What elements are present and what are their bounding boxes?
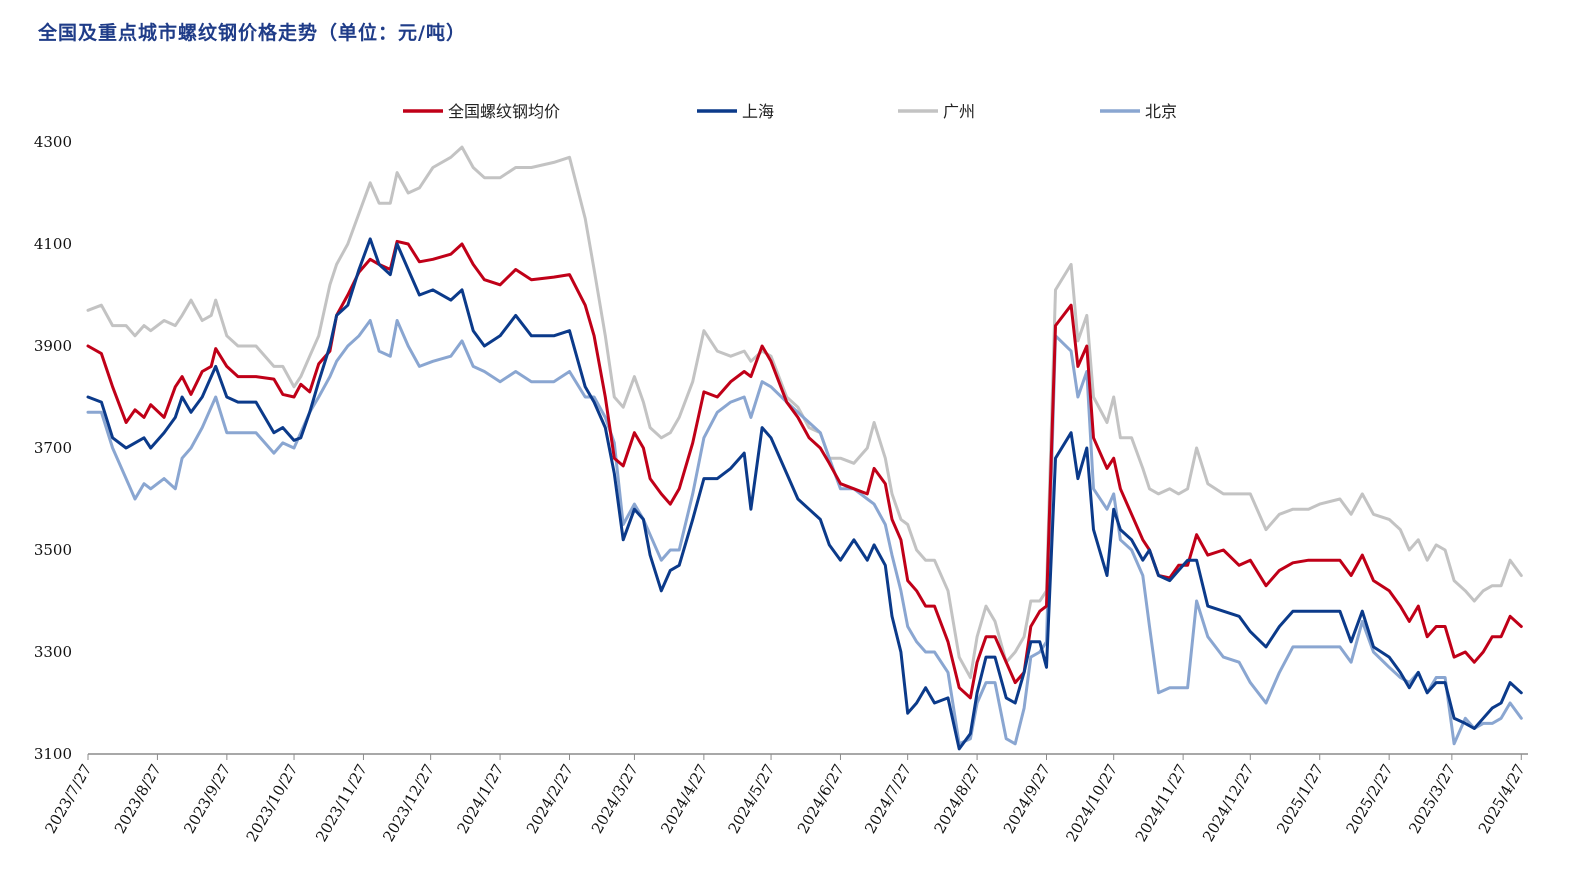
x-axis: 2023/7/27 2023/8/27 2023/9/27 2023/10/27 202… bbox=[41, 753, 1529, 845]
legend-label: 北京 bbox=[1145, 102, 1177, 121]
legend-label: 上海 bbox=[742, 102, 774, 121]
x-tick-label: 2024/11/27 bbox=[1132, 761, 1191, 845]
x-tick-label: 2025/3/27 bbox=[1405, 761, 1459, 837]
x-tick-label: 2025/2/27 bbox=[1343, 761, 1397, 837]
legend-label: 全国螺纹钢均价 bbox=[448, 102, 560, 121]
y-tick-label: 4300 bbox=[34, 133, 72, 151]
series-line-1 bbox=[86, 237, 1523, 751]
x-tick-label: 2023/7/27 bbox=[41, 761, 95, 837]
x-tick-label: 2023/12/27 bbox=[379, 761, 438, 845]
x-tick-label: 2024/2/27 bbox=[523, 761, 577, 837]
x-tick-label: 2024/4/27 bbox=[657, 761, 711, 837]
x-tick-label: 2023/8/27 bbox=[111, 761, 165, 837]
legend: 全国螺纹钢均价 上海 广州 北京 bbox=[403, 102, 1177, 121]
x-tick-label: 2024/7/27 bbox=[861, 761, 915, 837]
x-tick-label: 2023/11/27 bbox=[312, 761, 371, 845]
x-tick-label: 2024/8/27 bbox=[930, 761, 984, 837]
y-tick-label: 3900 bbox=[34, 337, 72, 355]
series-line-0 bbox=[86, 239, 1523, 700]
y-tick-label: 3300 bbox=[34, 643, 72, 661]
x-tick-label: 2025/1/27 bbox=[1273, 761, 1327, 837]
x-tick-label: 2024/5/27 bbox=[724, 761, 778, 837]
x-tick-label: 2024/12/27 bbox=[1199, 761, 1258, 845]
x-tick-label: 2024/6/27 bbox=[794, 761, 848, 837]
chart-title: 全国及重点城市螺纹钢价格走势（单位：元/吨） bbox=[38, 22, 466, 44]
x-tick-label: 2024/1/27 bbox=[453, 761, 507, 837]
series-lines bbox=[86, 145, 1523, 751]
x-tick-label: 2024/10/27 bbox=[1062, 761, 1121, 845]
legend-label: 广州 bbox=[943, 102, 975, 121]
y-tick-label: 3100 bbox=[34, 745, 72, 763]
y-tick-label: 3500 bbox=[34, 541, 72, 559]
x-tick-label: 2024/9/27 bbox=[1000, 761, 1054, 837]
x-tick-label: 2023/10/27 bbox=[243, 761, 302, 845]
x-tick-label: 2023/9/27 bbox=[180, 761, 234, 837]
y-tick-label: 4100 bbox=[34, 235, 72, 253]
y-axis: 3100 3300 3500 3700 3900 4100 4300 bbox=[34, 133, 72, 763]
series-line-2 bbox=[86, 145, 1523, 679]
y-tick-label: 3700 bbox=[34, 439, 72, 457]
series-line-3 bbox=[86, 319, 1523, 746]
x-tick-label: 2025/4/27 bbox=[1475, 761, 1529, 837]
x-tick-label: 2024/3/27 bbox=[588, 761, 642, 837]
